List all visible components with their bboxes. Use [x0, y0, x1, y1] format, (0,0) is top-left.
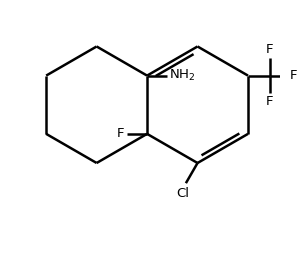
Text: F: F [266, 43, 274, 56]
Text: Cl: Cl [176, 187, 190, 200]
Text: F: F [117, 127, 124, 140]
Text: NH$_2$: NH$_2$ [169, 68, 195, 83]
Text: F: F [266, 95, 274, 109]
Text: F: F [290, 69, 297, 82]
